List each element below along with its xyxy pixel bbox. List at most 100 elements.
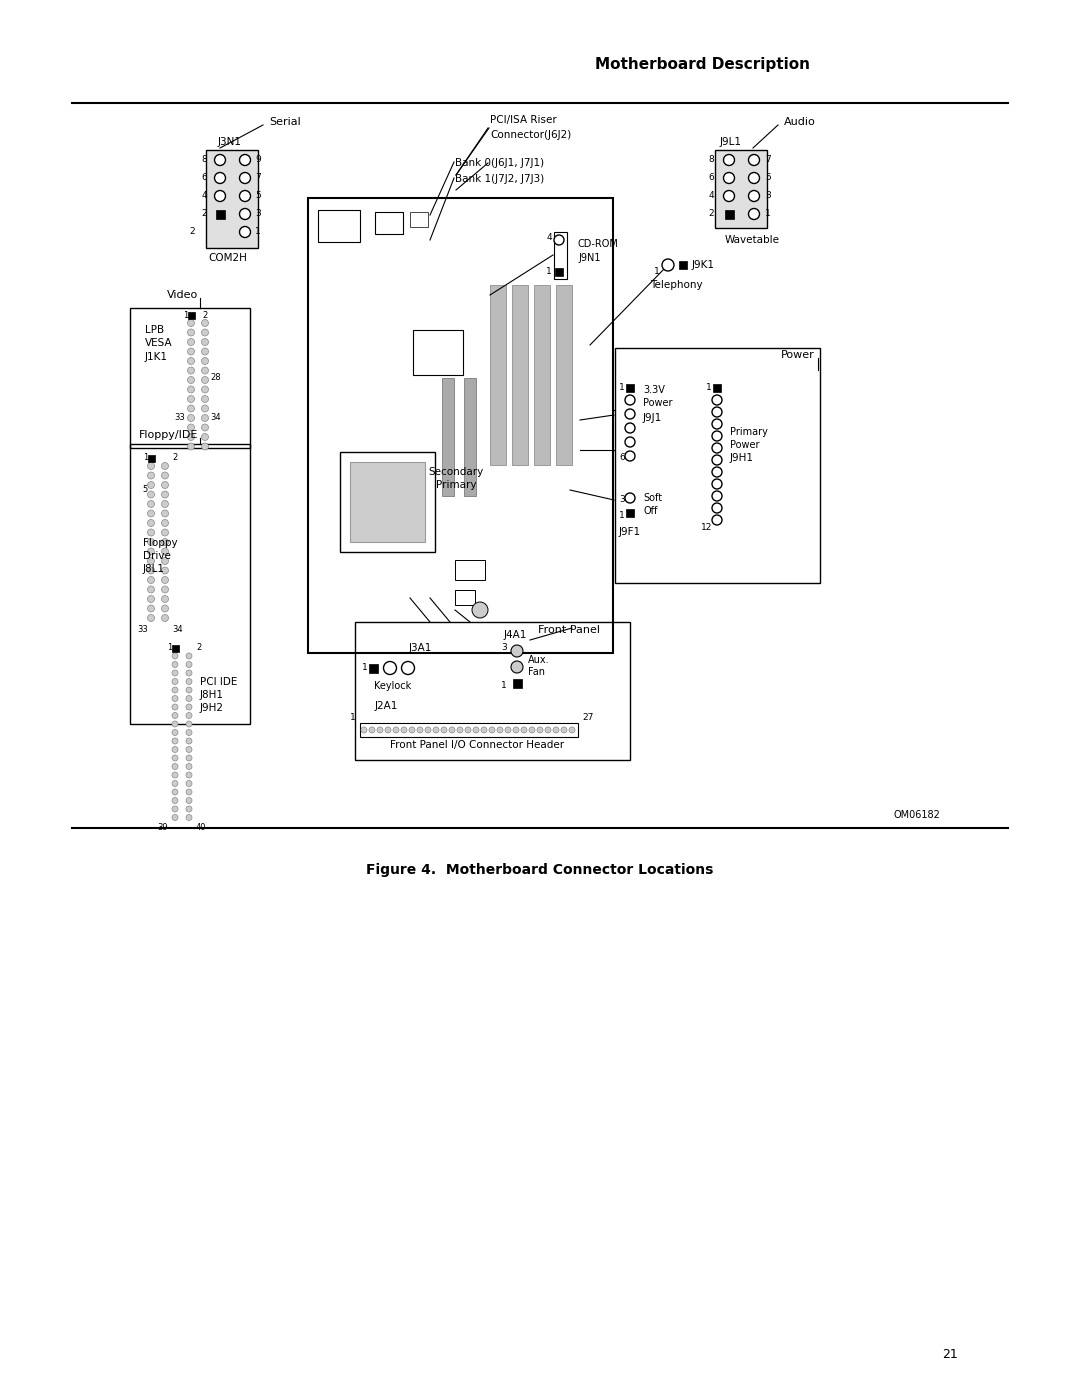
Circle shape (162, 482, 168, 489)
Circle shape (186, 704, 192, 710)
Circle shape (172, 662, 178, 668)
Circle shape (202, 377, 208, 384)
Circle shape (748, 155, 759, 165)
Circle shape (521, 726, 527, 733)
Text: J3A1: J3A1 (408, 643, 432, 652)
Circle shape (162, 605, 168, 612)
Circle shape (172, 798, 178, 803)
Text: 1: 1 (183, 310, 188, 320)
Circle shape (172, 764, 178, 770)
Text: 1: 1 (166, 644, 172, 652)
Circle shape (712, 490, 723, 502)
Circle shape (148, 567, 154, 574)
Circle shape (724, 172, 734, 183)
Circle shape (172, 721, 178, 726)
Circle shape (481, 726, 487, 733)
Text: Bank 0(J6J1, J7J1): Bank 0(J6J1, J7J1) (455, 158, 544, 168)
Bar (455, 590, 475, 605)
Text: Front Panel: Front Panel (538, 624, 600, 636)
Text: 39: 39 (158, 823, 168, 833)
Text: 4: 4 (201, 191, 207, 201)
Text: J9H1: J9H1 (730, 453, 754, 462)
Circle shape (712, 407, 723, 416)
Circle shape (148, 482, 154, 489)
Circle shape (186, 729, 192, 735)
Circle shape (724, 190, 734, 201)
Bar (375, 212, 403, 235)
Circle shape (162, 520, 168, 527)
Text: Power: Power (730, 440, 759, 450)
Circle shape (426, 726, 431, 733)
Circle shape (449, 726, 455, 733)
Circle shape (186, 754, 192, 761)
Circle shape (748, 208, 759, 219)
Circle shape (202, 386, 208, 393)
Circle shape (188, 348, 194, 355)
Text: 2: 2 (195, 644, 201, 652)
Circle shape (202, 358, 208, 365)
Circle shape (148, 462, 154, 469)
Text: J9N1: J9N1 (578, 253, 600, 263)
Bar (360, 724, 578, 738)
Circle shape (186, 662, 192, 668)
Circle shape (662, 258, 674, 271)
Circle shape (625, 423, 635, 433)
Text: 7: 7 (765, 155, 771, 165)
Circle shape (162, 510, 168, 517)
Bar (188, 312, 194, 319)
Text: LPB: LPB (145, 326, 164, 335)
Text: 8: 8 (201, 155, 207, 165)
Circle shape (172, 696, 178, 701)
Circle shape (148, 577, 154, 584)
Circle shape (172, 687, 178, 693)
Bar (442, 379, 454, 496)
Text: 1: 1 (619, 511, 625, 521)
Text: 2: 2 (172, 454, 177, 462)
Circle shape (188, 377, 194, 384)
Text: Primary: Primary (435, 481, 476, 490)
Text: 3: 3 (765, 191, 771, 201)
Circle shape (162, 548, 168, 555)
Circle shape (625, 395, 635, 405)
Bar (534, 285, 550, 465)
Circle shape (202, 425, 208, 432)
Circle shape (384, 726, 391, 733)
Circle shape (188, 415, 194, 422)
Circle shape (202, 338, 208, 345)
Text: 2: 2 (202, 310, 207, 320)
Circle shape (202, 395, 208, 402)
Bar (679, 261, 687, 270)
Circle shape (513, 726, 519, 733)
Bar (130, 444, 249, 724)
Circle shape (188, 425, 194, 432)
Circle shape (545, 726, 551, 733)
Text: 8: 8 (708, 155, 714, 165)
Circle shape (712, 467, 723, 476)
Circle shape (148, 615, 154, 622)
Text: 2: 2 (189, 228, 195, 236)
Circle shape (202, 348, 208, 355)
Circle shape (511, 661, 523, 673)
Circle shape (511, 645, 523, 657)
Circle shape (361, 726, 367, 733)
Bar (555, 268, 563, 277)
Circle shape (188, 433, 194, 440)
Text: 28: 28 (210, 373, 220, 383)
Circle shape (172, 814, 178, 820)
Text: J1K1: J1K1 (145, 352, 168, 362)
Circle shape (162, 529, 168, 536)
Text: 7: 7 (255, 173, 261, 183)
Circle shape (186, 679, 192, 685)
Bar (626, 384, 634, 393)
Circle shape (417, 726, 423, 733)
Text: J2A1: J2A1 (375, 701, 399, 711)
Circle shape (537, 726, 543, 733)
Text: Power: Power (643, 398, 673, 408)
Circle shape (172, 704, 178, 710)
Circle shape (186, 746, 192, 753)
Circle shape (172, 806, 178, 812)
Bar (216, 210, 225, 218)
Text: 6: 6 (619, 454, 625, 462)
Text: 33: 33 (137, 626, 148, 634)
Circle shape (162, 585, 168, 592)
